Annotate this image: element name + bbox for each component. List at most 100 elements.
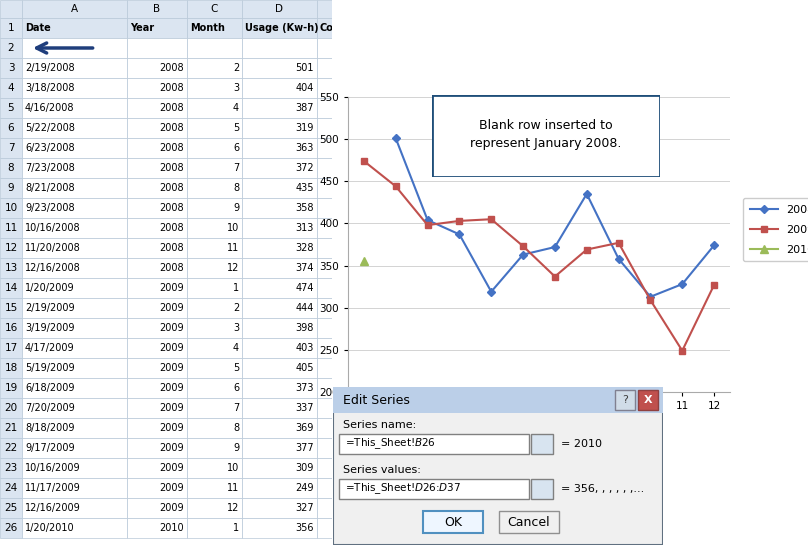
Text: 4/16/2008: 4/16/2008 — [25, 103, 74, 113]
Text: 2008: 2008 — [159, 263, 184, 273]
Text: 2009: 2009 — [159, 423, 184, 433]
Text: 7/23/2008: 7/23/2008 — [25, 163, 75, 173]
Text: 435: 435 — [296, 183, 314, 193]
Text: 373: 373 — [296, 383, 314, 393]
Bar — [22, 78, 127, 98]
Text: 1: 1 — [8, 23, 15, 33]
Text: = 356, , , , , ,...: = 356, , , , , ,... — [561, 484, 644, 494]
Text: 10: 10 — [227, 463, 239, 473]
Bar — [127, 338, 187, 358]
Bar — [242, 338, 317, 358]
Text: 2009: 2009 — [159, 283, 184, 293]
Text: 17: 17 — [4, 343, 18, 353]
Bar — [127, 378, 187, 398]
Text: 249: 249 — [296, 483, 314, 493]
Text: =This_Sheet!$B$26: =This_Sheet!$B$26 — [345, 437, 436, 451]
Text: 405: 405 — [296, 363, 314, 373]
Bar — [187, 38, 242, 58]
Text: 22: 22 — [4, 443, 18, 453]
Bar — [22, 498, 127, 518]
Text: 7: 7 — [8, 143, 15, 153]
Text: 16: 16 — [4, 323, 18, 333]
Text: 12: 12 — [4, 243, 18, 253]
Text: 3/18/2008: 3/18/2008 — [25, 83, 74, 93]
Bar — [187, 258, 242, 278]
Bar — [317, 78, 397, 98]
Bar — [317, 0, 397, 18]
Text: 10: 10 — [4, 203, 18, 213]
Text: 356: 356 — [296, 523, 314, 533]
Text: 4: 4 — [8, 83, 15, 93]
Text: 2009: 2009 — [159, 463, 184, 473]
Text: 5: 5 — [8, 103, 15, 113]
Bar — [22, 138, 127, 158]
Bar — [242, 438, 317, 458]
Text: 6/18/2009: 6/18/2009 — [25, 383, 74, 393]
Text: 2: 2 — [233, 63, 239, 73]
Text: 8: 8 — [233, 183, 239, 193]
Bar — [22, 358, 127, 378]
Bar — [22, 18, 127, 38]
Bar — [187, 498, 242, 518]
Bar — [242, 258, 317, 278]
Bar — [22, 438, 127, 458]
Bar — [317, 18, 397, 38]
Bar — [127, 138, 187, 158]
Bar — [242, 398, 317, 418]
Bar — [242, 158, 317, 178]
Bar — [187, 518, 242, 538]
Text: 11: 11 — [4, 223, 18, 233]
Bar — [0, 118, 22, 138]
Bar — [0, 238, 22, 258]
Text: 2008: 2008 — [159, 203, 184, 213]
Text: Edit Series: Edit Series — [343, 393, 410, 406]
Bar — [127, 498, 187, 518]
Text: 2008: 2008 — [159, 83, 184, 93]
Text: Cancel: Cancel — [507, 515, 550, 528]
Text: 10/16/2008: 10/16/2008 — [25, 223, 81, 233]
Bar — [187, 0, 242, 18]
Bar — [187, 18, 242, 38]
Text: C: C — [211, 4, 218, 14]
Text: 501: 501 — [296, 63, 314, 73]
Bar — [127, 38, 187, 58]
Text: 2/19/2009: 2/19/2009 — [25, 303, 74, 313]
Bar — [242, 218, 317, 238]
Text: 8/21/2008: 8/21/2008 — [25, 183, 74, 193]
Text: ?: ? — [622, 395, 628, 405]
Bar — [22, 58, 127, 78]
Text: 1: 1 — [233, 523, 239, 533]
Text: 363: 363 — [296, 143, 314, 153]
Bar — [22, 398, 127, 418]
Bar — [127, 218, 187, 238]
Bar — [0, 438, 22, 458]
Bar — [22, 458, 127, 478]
Text: E: E — [354, 4, 360, 14]
Bar — [242, 298, 317, 318]
Bar — [0, 78, 22, 98]
Bar — [0, 398, 22, 418]
Text: 15: 15 — [4, 303, 18, 313]
Text: 14: 14 — [4, 283, 18, 293]
Text: 19: 19 — [4, 383, 18, 393]
Text: 12/16/2009: 12/16/2009 — [25, 503, 81, 513]
Text: 21: 21 — [4, 423, 18, 433]
Bar — [187, 218, 242, 238]
Bar — [187, 398, 242, 418]
Bar — [317, 238, 397, 258]
Text: 11/20/2008: 11/20/2008 — [25, 243, 81, 253]
Bar — [317, 198, 397, 218]
Bar — [242, 378, 317, 398]
Bar — [0, 58, 22, 78]
Text: 372: 372 — [296, 163, 314, 173]
Text: 2009: 2009 — [159, 363, 184, 373]
Bar — [0, 158, 22, 178]
Bar — [22, 38, 127, 58]
Bar — [127, 178, 187, 198]
Bar — [242, 138, 317, 158]
Bar — [242, 58, 317, 78]
Bar — [242, 0, 317, 18]
Text: 4: 4 — [233, 103, 239, 113]
Bar — [242, 278, 317, 298]
Bar — [333, 387, 663, 413]
